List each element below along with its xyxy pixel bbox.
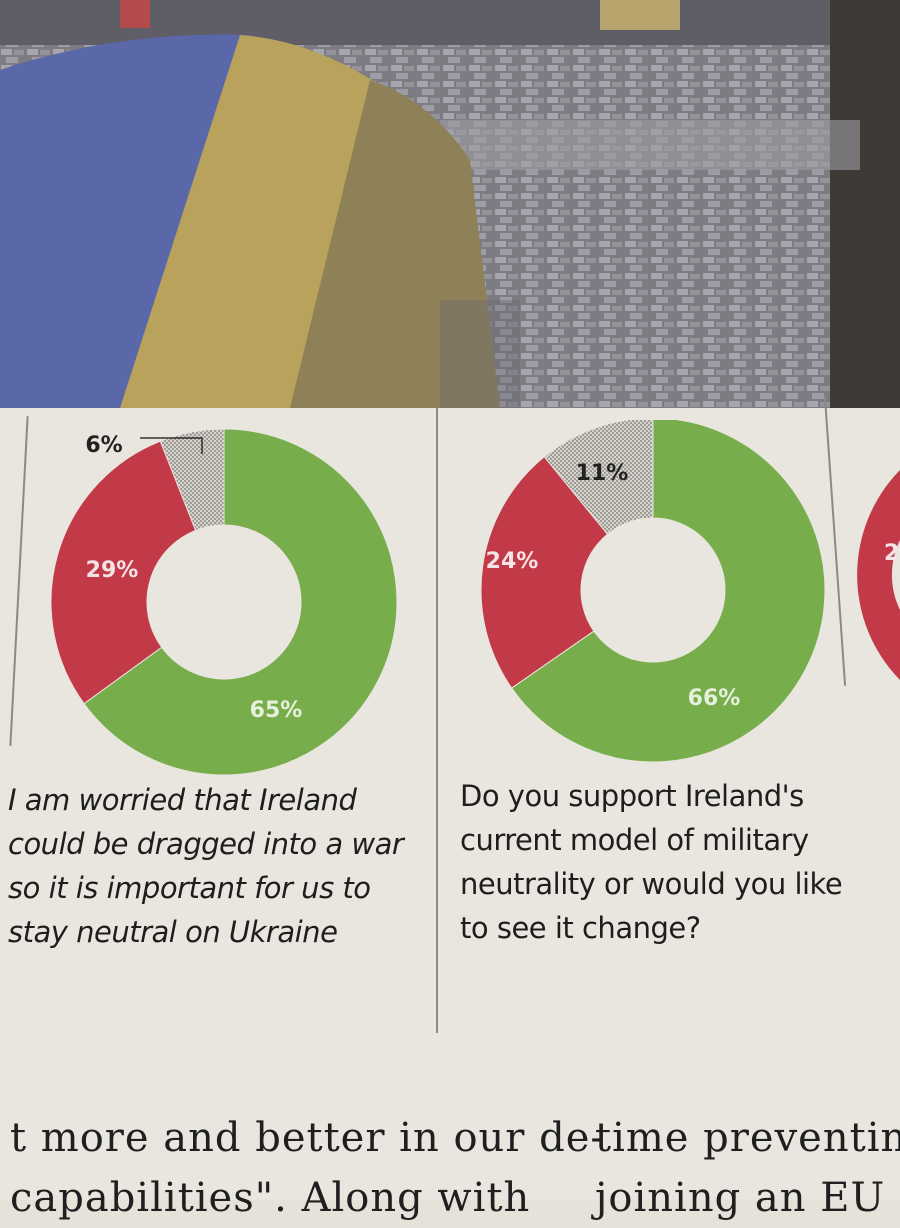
slice-dont-know [543, 420, 654, 535]
donut-chart-neutral-ukraine: 65% 29% 6% [50, 428, 398, 776]
slice-disagree [50, 440, 197, 705]
data-label-slice-agree: 65% [250, 698, 303, 723]
data-label-slice-dont-know: 11% [576, 461, 629, 486]
caption-line: I am worried that Ireland [8, 783, 357, 817]
article-line: time preventin [595, 1115, 900, 1161]
data-label-slice-dont-know: 6% [85, 433, 122, 458]
data-label-slice-agree: 66% [688, 686, 741, 711]
news-photo [0, 0, 900, 408]
article-line: t more and better in our de- [10, 1115, 605, 1161]
donut-chart-military-neutrality: 66% 24% 11% [480, 420, 826, 763]
caption-line: so it is important for us to [8, 871, 371, 905]
slice-disagree [480, 456, 609, 689]
column-divider-middle [436, 408, 438, 1033]
caption-chart-2: Do you support Ireland's current model o… [460, 774, 880, 950]
label-leader-line [140, 437, 203, 454]
caption-line: stay neutral on Ukraine [8, 915, 338, 949]
slice-dont-know [159, 428, 225, 532]
slice-agree [83, 428, 398, 776]
article-text-left: t more and better in our de- capabilitie… [10, 1108, 605, 1228]
caption-line: could be dragged into a war [8, 827, 404, 861]
caption-line: Do you support Ireland's [460, 779, 804, 813]
donut-chart-partial: 2 [857, 470, 900, 680]
article-line: joining an EU c [595, 1175, 900, 1221]
partial-data-label: 2 [884, 541, 899, 566]
caption-line: to see it change? [460, 911, 701, 945]
article-line: capabilities". Along with [10, 1175, 531, 1221]
caption-chart-1: I am worried that Ireland could be dragg… [8, 778, 433, 954]
caption-line: current model of military [460, 823, 809, 857]
caption-line: neutrality or would you like [460, 867, 843, 901]
slice-agree [510, 420, 826, 763]
partial-slice [857, 470, 900, 680]
article-text-right: time preventin joining an EU c [595, 1108, 900, 1228]
data-label-slice-disagree: 24% [486, 549, 539, 574]
data-label-slice-disagree: 29% [86, 558, 139, 583]
